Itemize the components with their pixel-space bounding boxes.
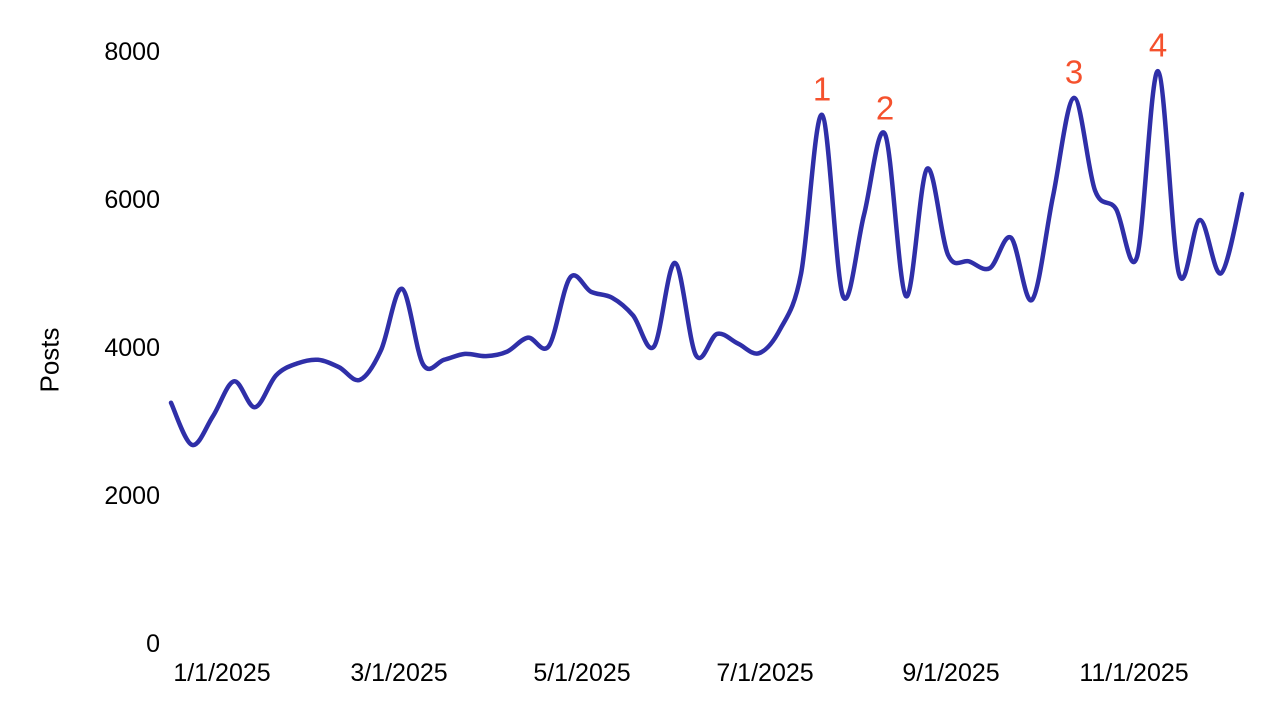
y-tick-label: 2000 (104, 482, 160, 510)
x-tick-label: 9/1/2025 (902, 659, 1000, 687)
posts-line-series (168, 68, 1245, 448)
x-tick-label: 7/1/2025 (716, 659, 814, 687)
peak-annotation: 4 (1148, 26, 1168, 64)
y-tick-label: 8000 (104, 38, 160, 66)
x-tick-label: 3/1/2025 (350, 659, 448, 687)
x-tick-label: 11/1/2025 (1079, 659, 1189, 687)
peak-annotation: 1 (812, 70, 832, 108)
x-tick-label: 1/1/2025 (173, 659, 271, 687)
x-tick-label: 5/1/2025 (533, 659, 631, 687)
peak-annotation: 2 (875, 89, 895, 127)
y-tick-label: 6000 (104, 186, 160, 214)
y-tick-label: 0 (146, 630, 160, 658)
peak-annotation: 3 (1064, 53, 1084, 91)
y-tick-label: 4000 (104, 334, 160, 362)
